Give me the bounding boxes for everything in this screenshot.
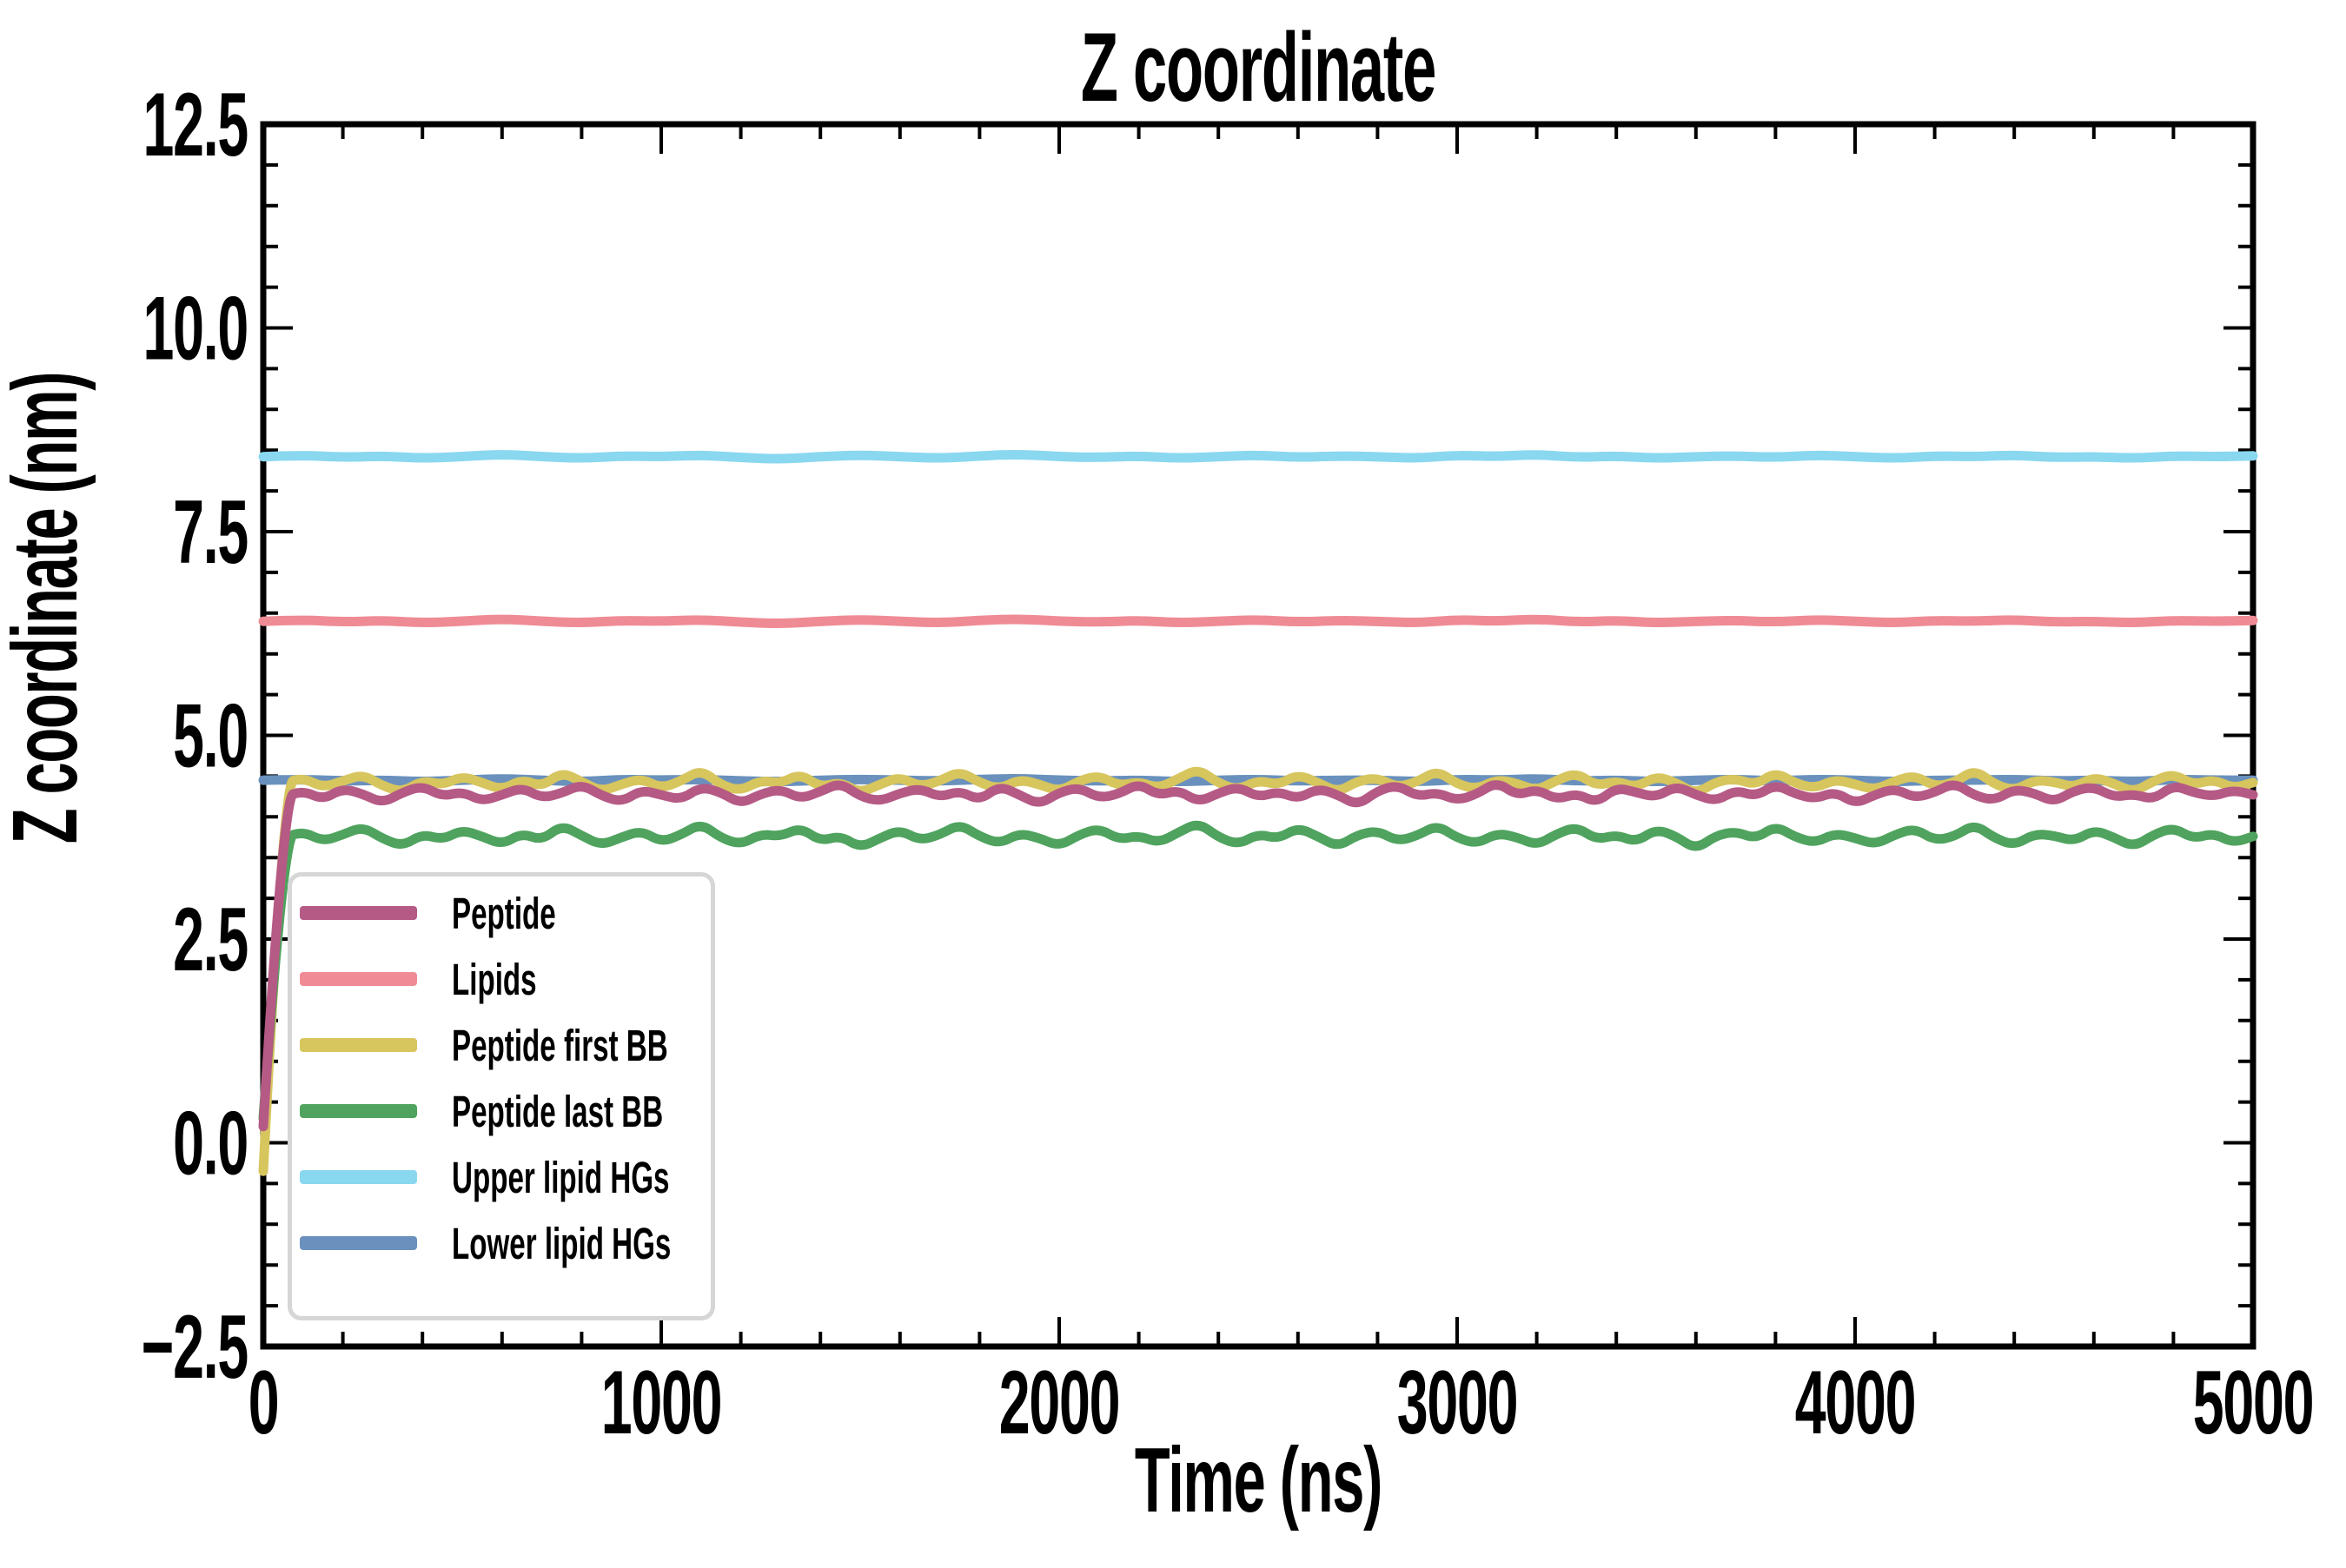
series-line-lipids <box>258 614 2258 628</box>
y-tick-label: 2.5 <box>173 890 248 989</box>
x-tick-label: 1000 <box>601 1353 721 1452</box>
legend-swatch-upper-lipid-hgs <box>300 1170 417 1184</box>
legend-swatch-peptide-first-bb <box>300 1038 417 1052</box>
legend-label: Peptide last BB <box>452 1086 664 1136</box>
y-tick-label: 0.0 <box>173 1094 248 1194</box>
y-tick-label: 12.5 <box>142 75 248 175</box>
legend-swatch-lower-lipid-hgs <box>300 1236 417 1250</box>
plot-frame <box>260 121 2257 1350</box>
y-tick-label: −2.5 <box>142 1297 248 1397</box>
legend-item-peptide: Peptide <box>292 880 711 946</box>
series-line-peptide-first-bb <box>258 766 2258 1176</box>
series-line-peptide <box>258 780 2258 1132</box>
legend-item-upper-lipid-hgs: Upper lipid HGs <box>292 1144 711 1210</box>
y-tick-label: 10.0 <box>142 279 248 379</box>
y-tick-label: 5.0 <box>173 686 248 786</box>
x-tick-label: 4000 <box>1795 1353 1915 1452</box>
legend-item-lipids: Lipids <box>292 946 711 1012</box>
series-layer <box>258 449 2258 1176</box>
x-tick-label: 0 <box>249 1353 279 1452</box>
legend-label: Lower lipid HGs <box>452 1218 672 1268</box>
x-tick-label: 2000 <box>999 1353 1119 1452</box>
legend-swatch-peptide <box>300 906 417 920</box>
x-tick-label: 5000 <box>2193 1353 2313 1452</box>
y-axis-label: Z coordinate (nm) <box>0 373 96 844</box>
legend-item-lower-lipid-hgs: Lower lipid HGs <box>292 1210 711 1276</box>
x-tick-label: 3000 <box>1397 1353 1517 1452</box>
series-line-upper-lipid-hgs <box>258 449 2258 464</box>
ticklabel-layer: 0 1000 2000 3000 4000 5000 −2.5 0.0 2.5 5.0 7.5 10.… <box>142 75 2315 1452</box>
legend-swatch-peptide-last-bb <box>300 1104 417 1118</box>
legend-label: Lipids <box>452 954 537 1004</box>
x-axis-label: Time (ns) <box>1135 1428 1382 1531</box>
y-tick-label: 7.5 <box>173 482 248 582</box>
chart-title: Z coordinate <box>1081 12 1435 122</box>
legend-swatch-lipids <box>300 972 417 986</box>
legend-item-peptide-first-bb: Peptide first BB <box>292 1012 711 1078</box>
legend-item-peptide-last-bb: Peptide last BB <box>292 1078 711 1144</box>
legend-label: Peptide first BB <box>452 1020 668 1070</box>
series-line-peptide-last-bb <box>258 820 2258 1123</box>
legend-label: Peptide <box>452 888 556 938</box>
legend: Peptide Lipids Peptide first BB Peptide las… <box>288 872 715 1320</box>
legend-label: Upper lipid HGs <box>452 1152 670 1202</box>
